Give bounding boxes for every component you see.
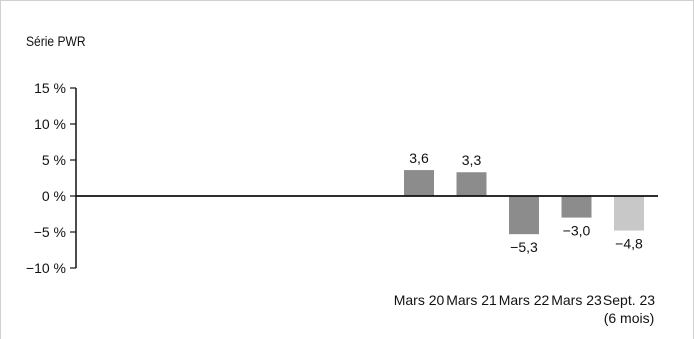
y-tick-label: 0 %	[42, 188, 66, 204]
category-label: Mars 20	[394, 292, 445, 308]
bar-value-label: −5,3	[510, 239, 538, 255]
bar	[561, 196, 592, 218]
category-label: Mars 22	[499, 292, 550, 308]
y-tick-label: −10 %	[26, 260, 66, 276]
category-label: Sept. 23	[603, 292, 655, 308]
y-tick-label: 5 %	[42, 152, 66, 168]
bar	[509, 196, 539, 235]
bar	[614, 196, 644, 231]
bar	[456, 172, 487, 196]
y-tick-label: −5 %	[34, 224, 66, 240]
y-tick-label: 10 %	[34, 116, 66, 132]
bar-value-label: 3,6	[409, 150, 429, 166]
bar-value-label: −4,8	[615, 236, 643, 252]
chart-subtitle: Série PWR	[26, 33, 86, 49]
y-tick-label: 15 %	[34, 80, 66, 96]
bar-value-label: −3,0	[563, 223, 591, 239]
category-label: Mars 21	[446, 292, 497, 308]
frame-top-border	[0, 0, 694, 1]
bar	[404, 170, 434, 196]
category-label: Mars 23	[551, 292, 602, 308]
bar-value-label: 3,3	[462, 152, 482, 168]
category-sublabel: (6 mois)	[604, 310, 655, 326]
frame-left-border	[0, 0, 1, 339]
